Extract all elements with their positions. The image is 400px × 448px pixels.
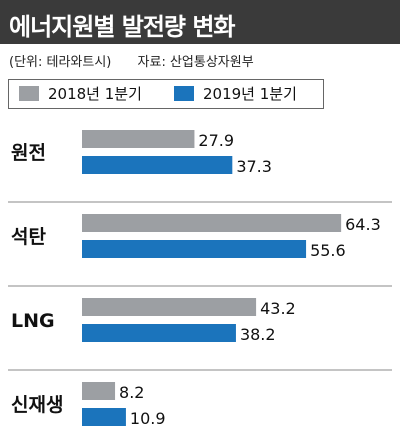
legend: 2018년 1분기 2019년 1분기	[8, 79, 324, 109]
value-label: 43.2	[260, 299, 296, 318]
unit-note: (단위: 테라와트시)	[9, 55, 112, 70]
value-label: 64.3	[345, 215, 381, 234]
legend-swatch-2018	[19, 86, 39, 101]
value-label: 8.2	[119, 383, 144, 402]
bar-2018	[82, 214, 342, 232]
category-label: 원전	[11, 142, 46, 164]
legend-item-2018: 2018년 1분기	[19, 86, 142, 102]
bar-2019	[82, 240, 307, 258]
legend-swatch-2019	[174, 86, 194, 101]
category-label: LNG	[11, 310, 55, 332]
value-label: 37.3	[236, 157, 272, 176]
bar-2018	[82, 130, 195, 148]
value-label: 27.9	[198, 131, 234, 150]
meta-line: (단위: 테라와트시) 자료: 산업통상자원부	[9, 51, 276, 70]
legend-label-2018: 2018년 1분기	[48, 85, 142, 103]
legend-item-2019: 2019년 1분기	[174, 86, 297, 102]
chart-title: 에너지원별 발전량 변화	[9, 13, 236, 41]
bar-2019	[82, 156, 233, 174]
bar-chart: 원전 27.937.3 석탄 64.3 55.6 LNG 43.2 38.2 신재생 8.2 10.…	[8, 130, 392, 428]
title-bar: 에너지원별 발전량 변화	[0, 0, 400, 44]
bar-2018	[82, 382, 116, 400]
bar-2018	[82, 298, 257, 316]
bar-2019	[82, 408, 126, 426]
legend-label-2019: 2019년 1분기	[203, 85, 297, 103]
category-label: 신재생	[11, 394, 63, 416]
category-label: 석탄	[11, 226, 46, 248]
value-label: 10.9	[130, 409, 166, 428]
bar-2019	[82, 324, 236, 342]
value-label: 55.6	[310, 241, 346, 260]
value-label: 38.2	[240, 325, 276, 344]
source-note: 자료: 산업통상자원부	[137, 55, 254, 70]
